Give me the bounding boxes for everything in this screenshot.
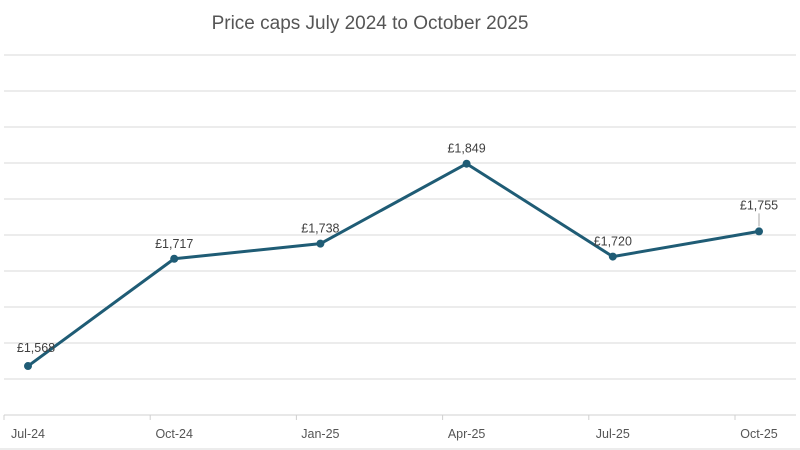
data-label: £1,717 xyxy=(155,237,193,251)
data-point xyxy=(462,159,471,168)
series-line xyxy=(27,162,760,368)
data-label: £1,755 xyxy=(740,198,778,212)
x-tick-label: Oct-25 xyxy=(740,427,778,441)
data-label: £1,738 xyxy=(301,222,339,236)
x-tick-label: Apr-25 xyxy=(448,427,486,441)
data-point xyxy=(316,239,325,248)
data-point xyxy=(755,227,763,236)
data-point xyxy=(608,252,617,261)
data-label: £1,849 xyxy=(447,142,485,156)
x-tick-label: Jan-25 xyxy=(301,427,339,441)
data-label: £1,720 xyxy=(594,235,632,249)
data-point xyxy=(170,254,179,263)
x-tick-label: Jul-24 xyxy=(11,427,45,441)
chart-title: Price caps July 2024 to October 2025 xyxy=(211,13,529,34)
data-point xyxy=(24,362,32,371)
x-tick-label: Jul-25 xyxy=(596,427,630,441)
x-tick-label: Oct-24 xyxy=(155,427,193,441)
data-label: £1,568 xyxy=(17,341,55,355)
